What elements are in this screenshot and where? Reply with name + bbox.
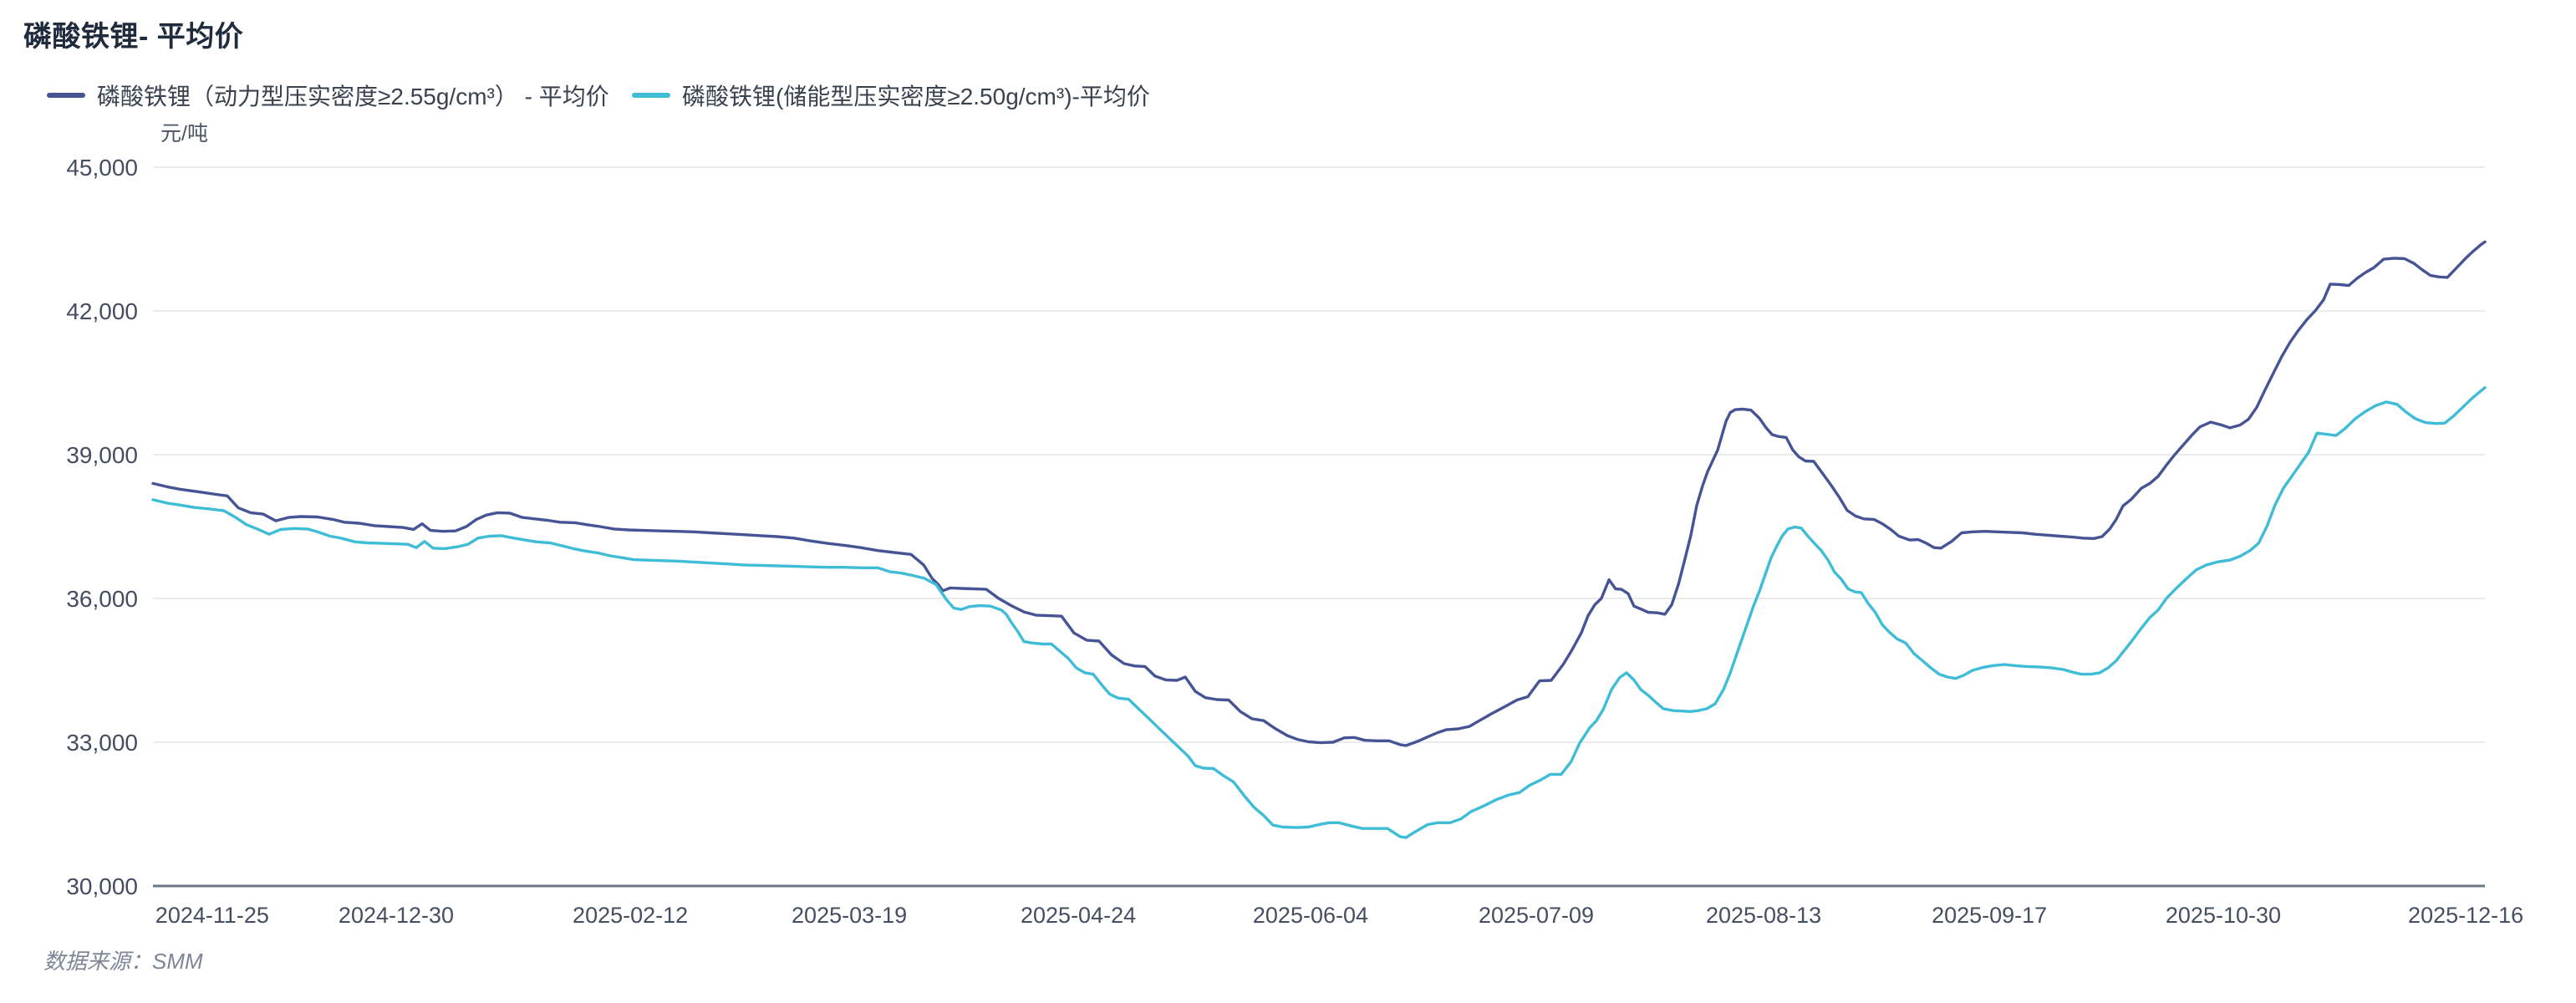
x-axis-tick-label: 2025-02-12 xyxy=(573,903,688,928)
y-axis-tick-label: 30,000 xyxy=(66,873,138,899)
y-axis-tick-label: 36,000 xyxy=(66,586,138,612)
legend: 磷酸铁锂（动力型压实密度≥2.55g/cm³） - 平均价 磷酸铁锂(储能型压实… xyxy=(0,77,2576,114)
series-line-storage-type xyxy=(151,386,2487,839)
x-axis-tick-label: 2025-09-17 xyxy=(1932,903,2047,928)
y-axis-unit-label: 元/吨 xyxy=(160,122,208,145)
x-axis-tick-label: 2025-10-30 xyxy=(2166,903,2281,928)
x-axis-tick-label: 2024-12-30 xyxy=(339,903,454,928)
page-title: 磷酸铁锂- 平均价 xyxy=(23,21,244,53)
x-axis-tick-label: 2025-07-09 xyxy=(1479,903,1594,928)
x-axis-tick-label: 2025-04-24 xyxy=(1021,903,1136,928)
x-axis-tick-label: 2025-12-16 xyxy=(2408,903,2523,928)
legend-swatch-storage-type xyxy=(632,93,670,98)
legend-swatch-power-type xyxy=(47,93,85,98)
y-axis-tick-label: 33,000 xyxy=(66,730,138,756)
x-axis-tick-label: 2025-06-04 xyxy=(1253,903,1368,928)
x-axis-tick-label: 2024-11-25 xyxy=(155,903,269,928)
x-axis-tick-label: 2025-03-19 xyxy=(792,903,907,928)
y-axis-tick-label: 45,000 xyxy=(66,155,138,181)
legend-label-storage-type: 磷酸铁锂(储能型压实密度≥2.50g/cm³)-平均价 xyxy=(682,84,1150,109)
legend-item-power-type[interactable]: 磷酸铁锂（动力型压实密度≥2.55g/cm³） - 平均价 xyxy=(47,77,609,114)
y-axis-tick-label: 42,000 xyxy=(66,298,138,324)
y-axis-tick-label: 39,000 xyxy=(66,442,138,468)
data-source-note: 数据来源：SMM xyxy=(43,949,203,974)
legend-label-power-type: 磷酸铁锂（动力型压实密度≥2.55g/cm³） - 平均价 xyxy=(97,84,609,109)
x-axis-tick-label: 2025-08-13 xyxy=(1706,903,1821,928)
series-line-power-type xyxy=(151,240,2487,747)
legend-item-storage-type[interactable]: 磷酸铁锂(储能型压实密度≥2.50g/cm³)-平均价 xyxy=(632,77,1150,114)
